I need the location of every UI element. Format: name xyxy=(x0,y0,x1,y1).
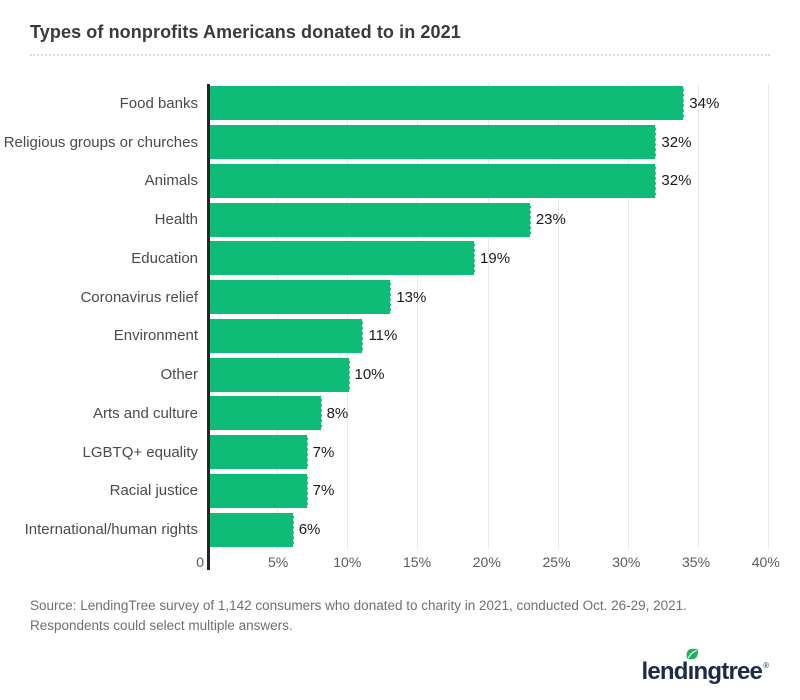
x-tick-label: 0 xyxy=(196,554,204,570)
value-label: 10% xyxy=(354,366,385,384)
value-label: 13% xyxy=(396,288,427,306)
chart-row: 19% xyxy=(210,239,768,278)
chart-row: 13% xyxy=(210,278,768,317)
chart-row: 23% xyxy=(210,200,768,239)
category-label: LGBTQ+ equality xyxy=(82,443,198,461)
bar xyxy=(210,512,294,547)
x-tick-label: 10% xyxy=(333,554,362,570)
leaf-icon xyxy=(686,648,698,660)
x-tick-label: 35% xyxy=(681,554,711,570)
gridline xyxy=(277,84,279,549)
value-label: 7% xyxy=(312,482,335,500)
chart-row: 34% xyxy=(210,84,768,123)
registered-mark: ® xyxy=(763,661,769,670)
page-title: Types of nonprofits Americans donated to… xyxy=(30,22,461,42)
gridline xyxy=(557,84,559,549)
x-axis: 0 5% 10% 15% 20% 25% 30% 35% 40% xyxy=(196,554,780,576)
category-label: Coronavirus relief xyxy=(80,288,198,306)
category-label: Racial justice xyxy=(109,482,198,500)
category-label: Food banks xyxy=(119,94,198,112)
gridline xyxy=(627,84,629,549)
category-label: International/human rights xyxy=(24,521,198,539)
value-label: 32% xyxy=(661,172,692,190)
bar xyxy=(210,318,364,353)
chart-row: 11% xyxy=(210,317,768,356)
chart-row: 7% xyxy=(210,472,768,511)
bar xyxy=(210,241,476,276)
chart-rows: 34% 32% 32% 23% 19% 13% 11% 10% 8% 7% 7% 6% xyxy=(210,84,768,549)
gridline xyxy=(347,84,349,549)
value-label: 32% xyxy=(661,133,692,151)
bar-chart: Food banks Religious groups or churches An… xyxy=(3,84,769,570)
title-divider xyxy=(30,54,770,56)
logo-text: lend ıngtree xyxy=(641,648,763,686)
category-label: Animals xyxy=(144,172,198,190)
x-tick-label: 15% xyxy=(402,554,432,570)
gridline xyxy=(487,84,489,549)
gridline xyxy=(697,84,699,549)
bar xyxy=(210,202,531,237)
logo-letter-i: ı xyxy=(686,648,698,686)
bar xyxy=(210,163,657,198)
x-tick-label: 40% xyxy=(751,554,780,570)
bar xyxy=(210,86,685,121)
value-label: 11% xyxy=(368,327,398,345)
chart-row: 10% xyxy=(210,355,768,394)
bar xyxy=(210,125,657,160)
value-label: 23% xyxy=(535,211,566,229)
x-tick-label: 5% xyxy=(268,554,289,570)
bar xyxy=(210,473,308,508)
logo-text-i: ı xyxy=(687,658,695,685)
value-label: 19% xyxy=(480,249,511,267)
category-label: Education xyxy=(131,249,198,267)
bar xyxy=(210,435,308,470)
plot-area: 34% 32% 32% 23% 19% 13% 11% 10% 8% 7% 7% 6% xyxy=(207,84,769,570)
logo-text-post: ngtree xyxy=(693,658,763,685)
bar xyxy=(210,357,350,392)
category-label: Environment xyxy=(113,327,198,345)
x-tick-label: 20% xyxy=(472,554,501,570)
category-label: Arts and culture xyxy=(92,404,198,422)
x-tick-label: 25% xyxy=(542,554,571,570)
chart-row: 7% xyxy=(210,433,768,472)
value-label: 7% xyxy=(312,443,335,461)
category-label: Other xyxy=(160,366,198,384)
chart-row: 32% xyxy=(210,162,768,201)
gridline xyxy=(768,84,769,549)
chart-row: 8% xyxy=(210,394,768,433)
bar xyxy=(210,280,392,315)
chart-row: 6% xyxy=(210,510,768,549)
value-label: 6% xyxy=(298,521,321,539)
bar xyxy=(210,396,322,431)
value-label: 8% xyxy=(326,404,349,422)
lendingtree-logo: lend ıngtree® xyxy=(641,648,769,686)
gridline xyxy=(417,84,419,549)
y-axis-line xyxy=(207,84,210,570)
logo-text-pre: lend xyxy=(641,658,689,685)
category-label: Religious groups or churches xyxy=(3,133,198,151)
x-tick-label: 30% xyxy=(612,554,641,570)
source-note: Source: LendingTree survey of 1,142 cons… xyxy=(30,598,687,633)
chart-row: 32% xyxy=(210,123,768,162)
value-label: 34% xyxy=(689,94,720,112)
category-label: Health xyxy=(154,211,198,229)
category-labels: Food banks Religious groups or churches An… xyxy=(3,84,207,549)
